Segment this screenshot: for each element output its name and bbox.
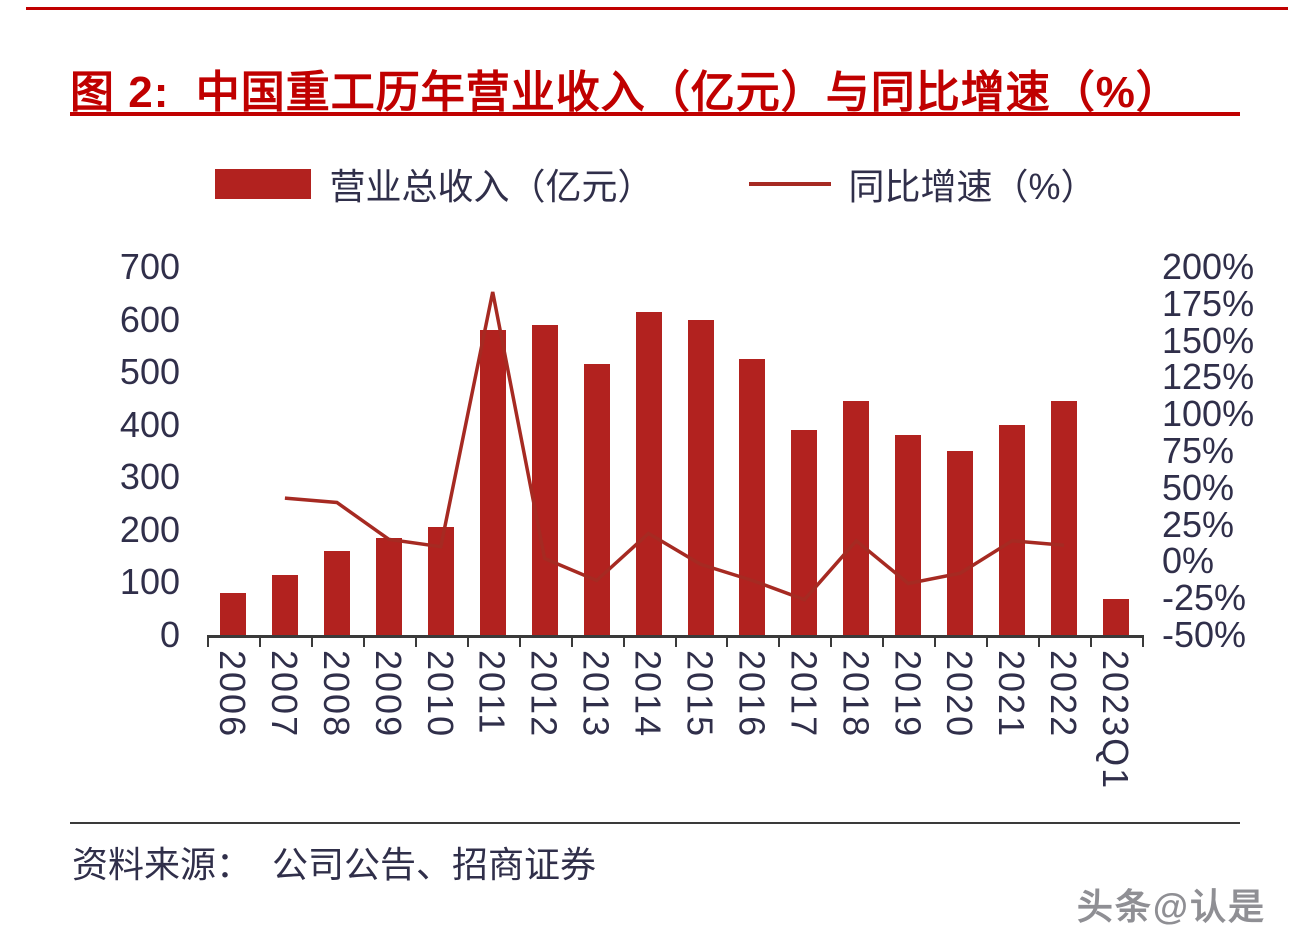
right-axis-labels: 200% 175% 150% 125% 100% 75% 50% 25% 0% -25% -50% [1162,246,1302,655]
right-axis-tick-label: 75% [1162,430,1235,471]
revenue-bar-swatch-icon [215,169,312,199]
bar-2022 [1051,401,1078,635]
x-axis-tick-mark [986,635,989,647]
left-axis-tick-label: 400 [119,403,180,445]
x-axis-label-2018: 2018 [835,650,877,739]
x-axis-label-2016: 2016 [731,650,773,739]
growth-line-swatch-icon [748,182,831,186]
left-axis-labels: 700 600 500 400 300 200 100 0 [58,246,180,655]
right-axis-tick-label: 175% [1162,282,1255,324]
x-axis-label-2013: 2013 [575,650,617,739]
top-divider [26,7,1288,10]
x-axis-label-2022: 2022 [1043,650,1085,739]
x-axis-label-2006: 2006 [212,650,253,739]
source-divider [70,822,1240,824]
x-axis-label-2020: 2020 [939,650,981,739]
right-axis-tick-label: 100% [1162,393,1255,435]
x-axis-tick-mark [882,635,885,647]
x-axis-label-2009: 2009 [367,650,409,739]
left-axis-tick-label: 200 [119,508,180,550]
source-note: 资料来源： 公司公告、招商证券 [72,844,597,885]
x-axis-tick-mark [674,635,677,647]
legend-item-growth: 同比增速（%） [748,158,1097,210]
right-axis-tick-label: 0% [1162,540,1215,582]
left-axis-tick-label: 500 [119,351,180,393]
x-axis-label-2012: 2012 [523,650,565,739]
x-axis-tick-mark [1038,635,1041,647]
x-axis-tick-mark [622,635,625,647]
x-axis-tick-mark [310,635,313,647]
bar-2014 [635,311,662,635]
right-axis-tick-label: 200% [1162,246,1255,287]
x-axis-labels: 2006 2007 2008 2009 2010 2011 2012 2013 2014 2015… [207,650,1142,810]
x-axis-tick-mark [570,635,573,647]
x-axis-label-2017: 2017 [783,650,825,739]
plot-area [207,267,1144,647]
bar-2016 [739,359,766,635]
x-axis-tick-mark [778,635,781,647]
x-axis-label-2010: 2010 [419,650,461,739]
right-axis-tick-label: -25% [1162,577,1247,619]
title-divider [70,112,1240,116]
left-axis-tick-label: 600 [119,298,180,340]
bar-2012 [531,324,558,635]
x-axis-label-2011: 2011 [471,650,513,736]
bar-2013 [583,364,610,635]
bar-2009 [375,537,402,635]
x-axis-label-2007: 2007 [263,650,305,739]
right-axis-tick-label: -50% [1162,614,1247,655]
left-axis-tick-label: 100 [119,561,180,603]
x-axis-tick-mark [726,635,729,647]
right-axis-tick-label: 25% [1162,503,1235,545]
bar-2021 [999,424,1026,635]
left-axis-tick-label: 300 [119,456,180,498]
x-axis-tick-mark [414,635,417,647]
bar-2008 [323,550,350,635]
figure-title: 图 2: 中国重工历年营业收入（亿元）与同比增速（%） [70,68,1181,117]
left-axis-tick-label: 700 [119,246,180,287]
x-axis-tick-mark [258,635,261,647]
x-axis-label-2015: 2015 [679,650,721,739]
legend-revenue-label: 营业总收入（亿元） [329,166,654,207]
x-axis-label-2019: 2019 [887,650,929,739]
bars-layer [207,267,1142,635]
growth-line-layer [284,291,1065,602]
legend-item-revenue: 营业总收入（亿元） [215,158,654,210]
chart-legend: 营业总收入（亿元） 同比增速（%） [0,156,1312,212]
x-axis-label-2023Q1: 2023Q1 [1095,650,1136,791]
legend-growth-label: 同比增速（%） [848,166,1097,207]
x-axis-tick-mark [466,635,469,647]
bar-2011 [479,330,506,635]
bar-2019 [895,435,922,635]
x-axis-tick-mark [934,635,937,647]
growth-line [284,291,1065,602]
x-axis-tick-mark [1142,635,1144,647]
x-axis-label-2021: 2021 [991,650,1033,739]
left-axis-tick-label: 0 [159,614,180,655]
bar-2023Q1 [1103,599,1129,635]
x-axis-label-2014: 2014 [627,650,669,739]
x-axis-tick-mark [518,635,521,647]
bar-2018 [843,401,870,635]
right-axis-tick-label: 50% [1162,466,1235,508]
x-axis-tick-mark [207,635,209,647]
right-axis-tick-label: 150% [1162,319,1255,361]
watermark: 头条@认是 [1076,886,1266,927]
x-axis-tick-mark [1090,635,1093,647]
bar-2006 [220,592,246,635]
x-axis-ticks [207,267,1144,647]
x-axis-label-2008: 2008 [315,650,357,739]
x-axis-tick-mark [362,635,365,647]
bar-2020 [947,451,974,635]
x-axis-tick-mark [830,635,833,647]
right-axis-tick-label: 125% [1162,356,1255,398]
bar-2015 [687,319,714,635]
bar-2007 [271,574,298,635]
